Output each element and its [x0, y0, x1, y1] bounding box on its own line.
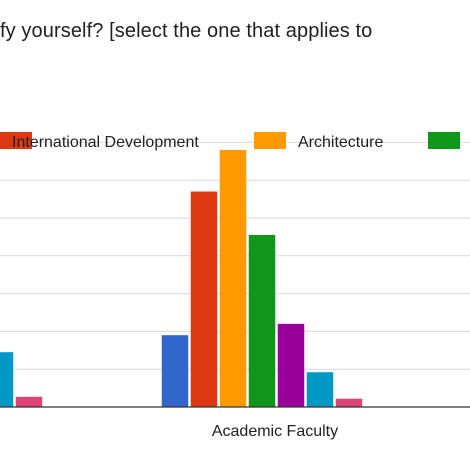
legend-label: International Development: [12, 134, 199, 151]
legend-swatch: [428, 132, 460, 149]
bar-series-2-academic-faculty[interactable]: [219, 149, 247, 407]
bar-series-5-category-0[interactable]: [0, 352, 14, 407]
bar-series-4-academic-faculty[interactable]: [277, 323, 305, 407]
legend-swatch: [254, 132, 286, 149]
legend-label: Architecture: [298, 134, 383, 151]
x-tick-label: Academic Faculty: [212, 423, 338, 440]
chart-title: fy yourself? [select the one that applie…: [0, 20, 373, 42]
legend-swatch: [0, 132, 32, 149]
bar-series-1-academic-faculty[interactable]: [190, 191, 218, 407]
bar-series-5-academic-faculty[interactable]: [306, 372, 334, 407]
bar-series-6-academic-faculty[interactable]: [335, 398, 363, 407]
bar-series-6-category-0[interactable]: [15, 396, 43, 407]
bar-series-0-academic-faculty[interactable]: [161, 335, 189, 407]
bar-series-3-academic-faculty[interactable]: [248, 235, 276, 407]
